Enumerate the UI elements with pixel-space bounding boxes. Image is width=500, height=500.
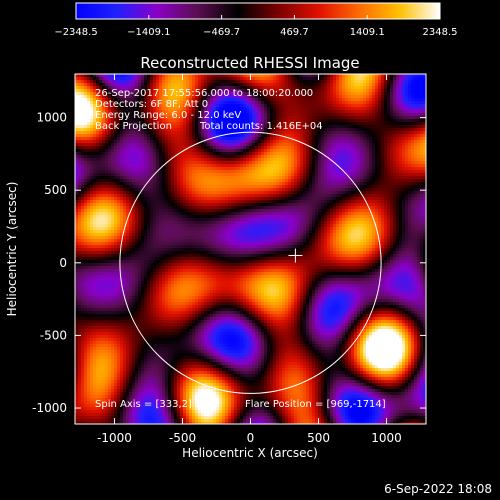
y-axis-label: Heliocentric Y (arcsec): [5, 182, 19, 317]
annotation-time: 26-Sep-2017 17:55:56.000 to 18:00:20.000: [95, 88, 313, 99]
colorbar-tick-label: −469.7: [203, 27, 240, 38]
annotation-spin-axis: Spin Axis = [333,2]: [95, 399, 192, 410]
x-tick-label: -500: [169, 431, 196, 445]
annotation-method: Back Projection: [95, 121, 172, 132]
colorbar-tick-label: 1409.1: [350, 27, 385, 38]
annotation-counts: Total counts: 1.416E+04: [199, 121, 323, 132]
colorbar-tick-label: −2348.5: [54, 27, 97, 38]
colorbar-tick-label: 2348.5: [423, 27, 458, 38]
colorbar-frame: [75, 2, 441, 20]
annotation-energy: Energy Range: 6.0 - 12.0 keV: [95, 110, 241, 121]
colorbar-ticks: −2348.5 −1409.1 −469.7 469.7 1409.1 2348.5: [54, 15, 458, 38]
flare-marker: [288, 248, 303, 263]
solar-disk-limb: [119, 131, 382, 394]
footer-date: 6-Sep-2022 18:08: [384, 482, 492, 496]
x-tick-label: 1000: [371, 431, 402, 445]
x-axis-label: Heliocentric X (arcsec): [182, 446, 318, 460]
x-tick-label: 0: [247, 431, 255, 445]
heatmap-image: [75, 74, 426, 424]
colorbar-tick-label: 469.7: [280, 27, 309, 38]
colorbar-bar: [76, 3, 440, 19]
axis-ticks: -1000 -500 0 500 1000 -1000 -500 0 500 1000: [32, 74, 426, 445]
x-tick-label: 500: [307, 431, 330, 445]
annotation-detectors: Detectors: 6F 8F, Att 0: [95, 99, 208, 110]
y-tick-label: 500: [44, 183, 67, 197]
y-tick-label: 0: [59, 256, 67, 270]
colorbar-tick-label: −1409.1: [127, 27, 170, 38]
annotation-flare-position: Flare Position = [969,-1714]: [245, 399, 386, 410]
chart-title: Reconstructed RHESSI Image: [140, 54, 359, 72]
y-tick-label: -500: [40, 328, 67, 342]
colorbar: −2348.5 −1409.1 −469.7 469.7 1409.1 2348.5: [54, 2, 458, 38]
plot-area: -1000 -500 0 500 1000 -1000 -500 0 500 1000: [32, 73, 427, 445]
y-tick-label: -1000: [32, 401, 67, 415]
x-tick-label: -1000: [97, 431, 132, 445]
y-tick-label: 1000: [36, 111, 67, 125]
